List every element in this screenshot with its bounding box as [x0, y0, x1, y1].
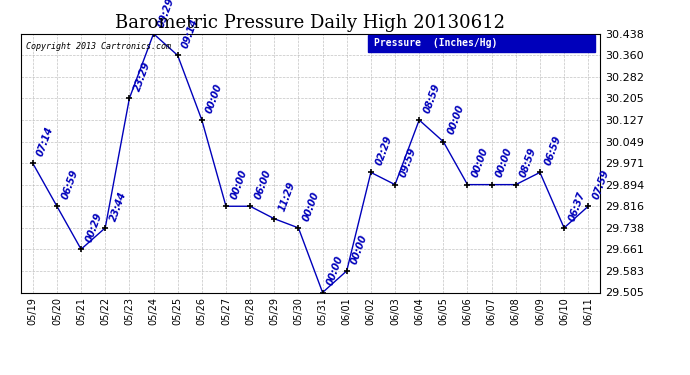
Text: 06:59: 06:59: [543, 134, 562, 167]
Text: 07:59: 07:59: [591, 168, 611, 201]
Text: 09:59: 09:59: [398, 147, 417, 179]
Text: 00:00: 00:00: [229, 168, 248, 201]
Text: 08:59: 08:59: [422, 82, 442, 114]
Text: 00:00: 00:00: [350, 233, 369, 266]
Title: Barometric Pressure Daily High 20130612: Barometric Pressure Daily High 20130612: [115, 14, 506, 32]
Text: Copyright 2013 Cartronics.com: Copyright 2013 Cartronics.com: [26, 42, 172, 51]
Text: 23:44: 23:44: [108, 190, 128, 222]
Text: 02:29: 02:29: [374, 134, 393, 167]
Text: 06:37: 06:37: [567, 190, 586, 222]
Text: 11:29: 11:29: [277, 181, 297, 213]
Text: 23:29: 23:29: [132, 60, 152, 93]
Text: 09:29: 09:29: [157, 0, 176, 28]
Text: 00:00: 00:00: [495, 147, 514, 179]
Text: 09:14: 09:14: [181, 17, 200, 50]
Text: 08:59: 08:59: [519, 147, 538, 179]
Text: 00:29: 00:29: [84, 211, 103, 244]
Text: 00:00: 00:00: [205, 82, 224, 114]
Text: 06:59: 06:59: [60, 168, 79, 201]
Text: 00:00: 00:00: [446, 104, 466, 136]
Text: 00:00: 00:00: [302, 190, 321, 222]
Bar: [368, 35, 595, 52]
Text: 00:00: 00:00: [326, 255, 345, 287]
Text: Pressure  (Inches/Hg): Pressure (Inches/Hg): [374, 38, 497, 48]
Text: 06:00: 06:00: [253, 168, 273, 201]
Text: 00:00: 00:00: [471, 147, 490, 179]
Text: 07:14: 07:14: [36, 125, 55, 158]
